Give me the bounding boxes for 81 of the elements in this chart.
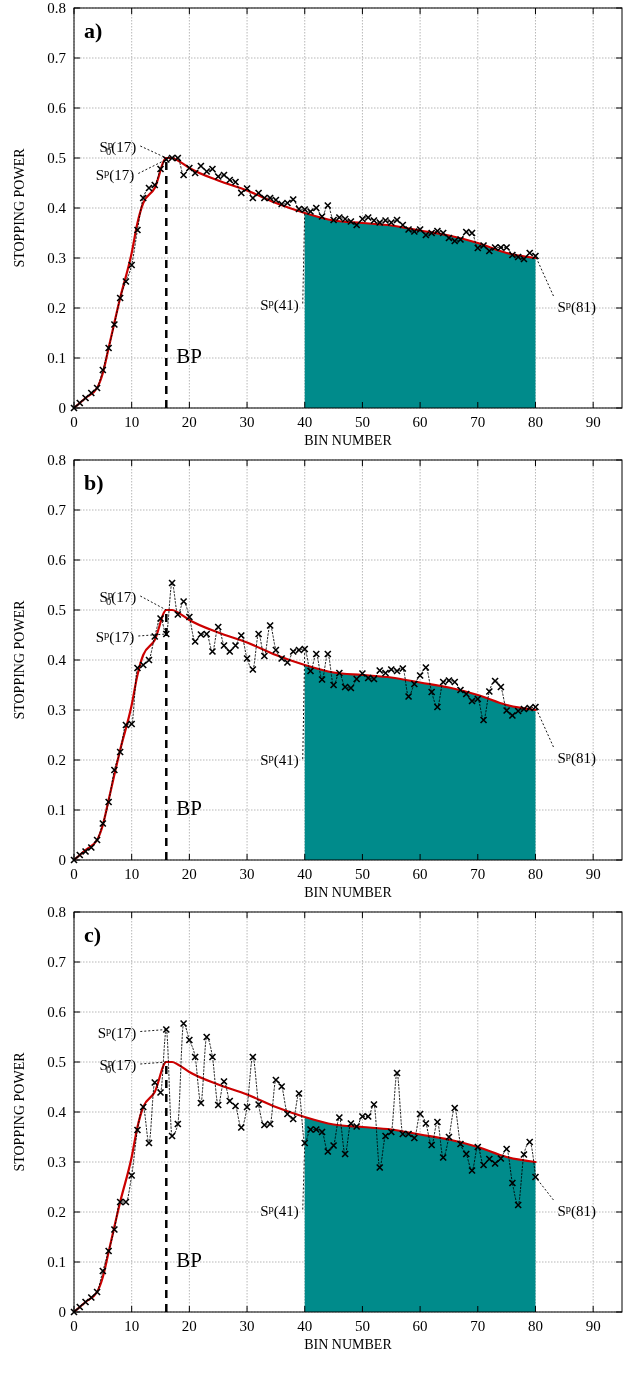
annotation: S$^{p}$(17) <box>95 628 135 646</box>
y-tick-label: 0.8 <box>47 904 66 920</box>
x-tick-label: 70 <box>470 414 486 430</box>
x-tick-label: 30 <box>239 1318 255 1334</box>
y-tick-label: 0.1 <box>47 802 66 818</box>
x-tick-label: 0 <box>70 1318 78 1334</box>
x-tick-label: 90 <box>585 1318 601 1334</box>
annotation: S$^{p}$(81) <box>557 298 597 316</box>
x-tick-label: 60 <box>412 414 428 430</box>
y-tick-label: 0.4 <box>47 200 67 216</box>
y-tick-label: 0.5 <box>47 1054 66 1070</box>
y-tick-label: 0.6 <box>47 100 67 116</box>
x-tick-label: 40 <box>297 1318 313 1334</box>
y-tick-label: 0.4 <box>47 1104 67 1120</box>
x-tick-label: 30 <box>239 414 255 430</box>
x-tick-label: 70 <box>470 1318 486 1334</box>
x-tick-label: 20 <box>181 414 197 430</box>
text: b) <box>84 470 104 495</box>
x-tick-label: 20 <box>181 866 197 882</box>
x-tick-label: 60 <box>412 866 428 882</box>
y-tick-label: 0.2 <box>47 1204 66 1220</box>
y-tick-label: 0 <box>58 400 66 416</box>
y-tick-label: 0.4 <box>47 652 67 668</box>
x-tick-label: 70 <box>470 866 486 882</box>
y-axis-title: STOPPING POWER <box>12 1051 27 1172</box>
y-tick-label: 0.1 <box>47 1254 66 1270</box>
y-tick-label: 0.5 <box>47 602 66 618</box>
y-tick-label: 0.7 <box>47 954 67 970</box>
ref-line-label: BP <box>176 344 202 368</box>
y-tick-label: 0.7 <box>47 502 67 518</box>
x-axis-title: BIN NUMBER <box>304 433 393 448</box>
y-tick-label: 0.6 <box>47 1004 67 1020</box>
y-axis-title: STOPPING POWER <box>12 147 27 268</box>
y-tick-label: 0 <box>58 1304 66 1320</box>
text: c) <box>84 922 102 947</box>
x-tick-label: 50 <box>354 414 370 430</box>
x-tick-label: 0 <box>70 866 78 882</box>
x-tick-label: 30 <box>239 866 255 882</box>
x-tick-label: 40 <box>297 866 313 882</box>
annotation: S$^{p}$(41) <box>260 296 299 314</box>
x-tick-label: 60 <box>412 1318 428 1334</box>
annotation: S$^{p}$(17) <box>95 166 135 184</box>
annotation: S$^{p}$$_{0}$(17) <box>99 588 137 607</box>
ref-line-label: BP <box>176 1248 202 1272</box>
x-tick-label: 40 <box>297 414 313 430</box>
annotation: S$^{p}$(41) <box>260 751 299 769</box>
x-tick-label: 10 <box>124 414 140 430</box>
x-tick-label: 80 <box>527 1318 543 1334</box>
x-tick-label: 50 <box>354 1318 370 1334</box>
x-axis-title: BIN NUMBER <box>304 1337 393 1352</box>
annotation: S$^{p}$(81) <box>557 749 597 767</box>
y-tick-label: 0.3 <box>47 702 66 718</box>
y-tick-label: 0.8 <box>47 452 66 468</box>
x-tick-label: 90 <box>585 414 601 430</box>
y-tick-label: 0.7 <box>47 50 67 66</box>
y-tick-label: 0.2 <box>47 752 66 768</box>
x-tick-label: 90 <box>585 866 601 882</box>
annotation: S$^{p}$(81) <box>557 1202 597 1220</box>
x-tick-label: 80 <box>527 414 543 430</box>
x-tick-label: 80 <box>527 866 543 882</box>
y-tick-label: 0.1 <box>47 350 66 366</box>
x-tick-label: 10 <box>124 1318 140 1334</box>
y-tick-label: 0.8 <box>47 0 66 16</box>
y-axis-title: STOPPING POWER <box>12 599 27 720</box>
x-tick-label: 0 <box>70 414 78 430</box>
annotation: S$^{p}$$_{0}$(17) <box>99 1056 137 1075</box>
x-tick-label: 10 <box>124 866 140 882</box>
x-axis-title: BIN NUMBER <box>304 885 393 900</box>
annotation: S$^{p}$(41) <box>260 1202 299 1220</box>
y-tick-label: 0.3 <box>47 250 66 266</box>
ref-line-label: BP <box>176 796 202 820</box>
text: a) <box>84 18 103 43</box>
y-tick-label: 0 <box>58 852 66 868</box>
y-tick-label: 0.5 <box>47 150 66 166</box>
x-tick-label: 20 <box>181 1318 197 1334</box>
x-tick-label: 50 <box>354 866 370 882</box>
annotation: S$^{p}$(17) <box>97 1024 137 1042</box>
y-tick-label: 0.6 <box>47 552 67 568</box>
annotation: S$^{p}$$_{0}$(17) <box>99 138 137 157</box>
y-tick-label: 0.3 <box>47 1154 66 1170</box>
y-tick-label: 0.2 <box>47 300 66 316</box>
